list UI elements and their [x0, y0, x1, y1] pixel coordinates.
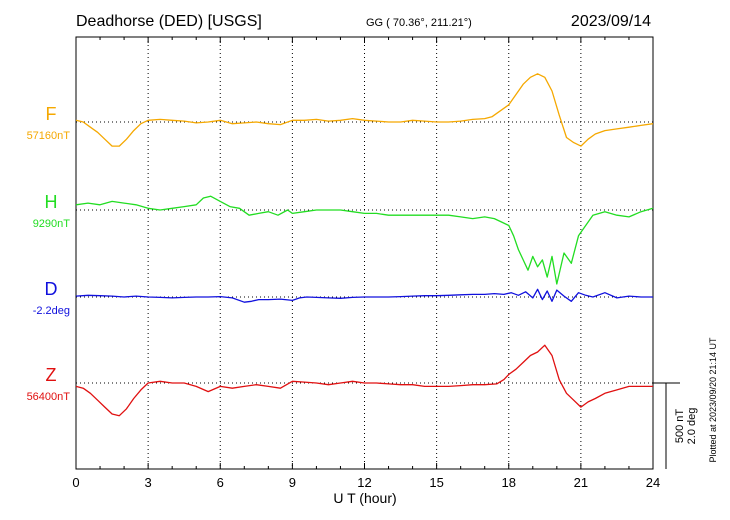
series-name-H: H: [45, 192, 58, 212]
series-line-F: [75, 73, 654, 147]
series-line-D: [75, 288, 653, 303]
x-tick-label-21: 21: [574, 475, 588, 490]
x-tick-label-0: 0: [72, 475, 79, 490]
x-axis-label: U T (hour): [333, 490, 396, 506]
x-tick-labels: 0 3 6 9 12 15 18 21 24: [72, 475, 660, 490]
x-tick-label-12: 12: [357, 475, 371, 490]
x-tick-label-24: 24: [646, 475, 660, 490]
series-baseline-label-H: 9290nT: [33, 218, 71, 230]
series-baseline-label-D: -2.2deg: [33, 305, 70, 317]
coordinates-label: GG ( 70.36°, 211.21°): [366, 17, 472, 29]
x-tick-label-15: 15: [429, 475, 443, 490]
series-line-H: [75, 195, 654, 285]
x-tick-label-18: 18: [502, 475, 516, 490]
date-label: 2023/09/14: [571, 13, 651, 30]
series-baseline-label-Z: 56400nT: [27, 391, 71, 403]
plotted-at-note: Plotted at 2023/09/20 21:14 UT: [708, 337, 718, 463]
axis-ticks: [75, 37, 654, 469]
series-baseline-label-F: 57160nT: [27, 130, 71, 142]
series-line-Z: [75, 344, 653, 417]
series-name-Z: Z: [46, 365, 57, 385]
series-lines: [75, 73, 654, 417]
series-name-F: F: [46, 104, 57, 124]
x-tick-label-9: 9: [289, 475, 296, 490]
x-tick-label-6: 6: [217, 475, 224, 490]
scale-bar-nT-label: 500 nT: [674, 409, 686, 444]
station-title: Deadhorse (DED) [USGS]: [76, 13, 262, 30]
vertical-gridlines: [147, 37, 582, 469]
series-name-D: D: [45, 279, 58, 299]
series-labels: F 57160nT H 9290nT D -2.2deg Z 56400nT: [27, 104, 71, 403]
scale-bar-deg-label: 2.0 deg: [686, 408, 698, 445]
x-tick-label-3: 3: [145, 475, 152, 490]
